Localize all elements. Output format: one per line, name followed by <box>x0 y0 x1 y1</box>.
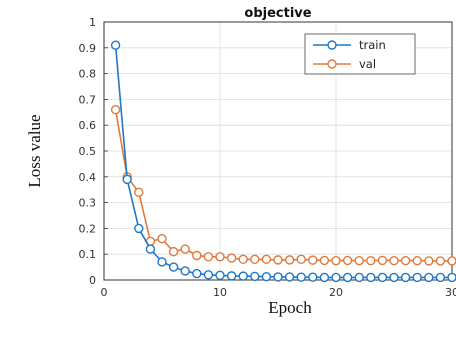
data-point-val <box>192 250 202 261</box>
y-tick-label: 0.5 <box>79 145 97 158</box>
data-point-val <box>157 234 167 244</box>
data-point-train <box>319 272 330 283</box>
data-point-train <box>145 244 156 254</box>
series-train <box>110 40 456 283</box>
data-point-train <box>331 272 341 283</box>
data-point-train <box>435 272 446 283</box>
x-tick-label: 10 <box>213 286 227 299</box>
legend-marker-val <box>327 59 337 69</box>
y-tick-label: 0.3 <box>79 197 97 210</box>
data-point-train <box>134 223 144 234</box>
y-tick-label: 0.9 <box>79 42 97 55</box>
data-point-train <box>180 266 190 276</box>
data-point-val <box>238 254 248 265</box>
legend: train val <box>304 33 416 75</box>
data-point-val <box>400 255 411 266</box>
data-point-train <box>308 272 318 282</box>
data-point-train <box>284 272 295 282</box>
data-point-val <box>250 254 260 265</box>
y-tick-label: 0 <box>89 274 96 287</box>
data-point-val <box>284 255 295 265</box>
data-point-val <box>134 187 144 197</box>
data-point-train <box>122 174 132 185</box>
data-point-val <box>447 256 456 266</box>
data-point-train <box>377 272 388 283</box>
data-point-train <box>168 262 179 272</box>
data-point-val <box>110 105 121 115</box>
data-point-train <box>203 270 214 280</box>
x-tick-label: 0 <box>101 286 108 299</box>
data-point-val <box>366 255 376 266</box>
data-point-train <box>250 271 260 282</box>
data-point-val <box>342 255 353 266</box>
data-point-val <box>412 255 422 266</box>
data-point-train <box>389 272 399 283</box>
data-point-train <box>273 272 283 282</box>
data-point-val <box>354 255 364 266</box>
legend-label-val: val <box>359 57 376 71</box>
y-tick-label: 0.1 <box>79 248 97 261</box>
data-point-val <box>203 252 214 262</box>
y-tick-label: 0.2 <box>79 222 97 235</box>
data-point-train <box>447 272 456 283</box>
data-point-train <box>110 40 121 50</box>
data-point-val <box>319 255 330 266</box>
x-tick-label: 20 <box>329 286 343 299</box>
data-point-val <box>424 256 434 266</box>
data-point-train <box>157 257 167 267</box>
data-point-train <box>354 272 364 283</box>
data-point-train <box>226 271 237 281</box>
data-point-val <box>296 254 306 265</box>
data-point-train <box>238 271 248 281</box>
series-val <box>110 105 456 266</box>
y-axis-label: Loss value <box>25 114 44 187</box>
data-point-train <box>342 272 353 283</box>
legend-box <box>304 33 416 75</box>
data-point-val <box>180 244 190 254</box>
data-point-val <box>273 255 283 265</box>
y-tick-label: 0.6 <box>79 119 97 132</box>
y-tick-label: 1 <box>89 16 96 29</box>
data-point-train <box>400 272 411 283</box>
y-tick-label: 0.4 <box>79 171 97 184</box>
y-tick-label: 0.7 <box>79 93 97 106</box>
series-group <box>110 40 456 283</box>
data-point-train <box>366 272 376 283</box>
data-point-val <box>308 255 318 265</box>
data-point-val <box>377 255 388 266</box>
data-point-val <box>331 255 341 266</box>
data-point-train <box>412 272 422 283</box>
data-point-val <box>215 252 225 262</box>
data-point-train <box>192 268 202 279</box>
data-point-train <box>424 272 434 283</box>
legend-marker-train <box>327 40 337 50</box>
tick-labels: 00.10.20.30.40.50.60.70.80.910 10 20 30 <box>79 16 456 299</box>
data-point-val <box>226 253 237 263</box>
y-tick-label: 0.8 <box>79 68 97 81</box>
data-point-train <box>261 271 272 282</box>
data-point-val <box>261 254 272 265</box>
data-point-val <box>435 256 446 266</box>
data-point-val <box>168 246 179 257</box>
data-point-train <box>296 272 306 282</box>
data-point-val <box>389 255 399 266</box>
data-point-train <box>215 270 225 281</box>
chart-title: objective <box>244 6 311 21</box>
legend-label-train: train <box>359 38 386 52</box>
x-tick-label: 30 <box>445 286 456 299</box>
x-axis-label: Epoch <box>268 298 312 317</box>
